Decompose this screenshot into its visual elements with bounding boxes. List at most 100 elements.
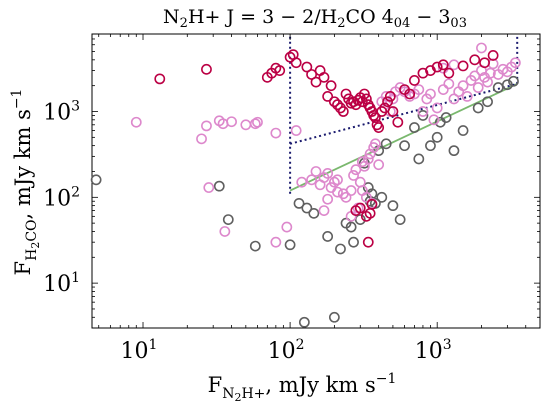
- scatter-point-series-2: [328, 176, 340, 188]
- scatter-point-series-2: [448, 59, 460, 71]
- scatter-point-series-2: [373, 159, 385, 171]
- scatter-point-series-3: [154, 73, 166, 85]
- scatter-point-series-2: [461, 90, 473, 102]
- scatter-point-series-3: [431, 61, 443, 73]
- x-tick-label: 101: [121, 337, 158, 364]
- scatter-point-series-1: [328, 311, 340, 323]
- scatter-point-series-2: [270, 236, 282, 248]
- scatter-point-series-3: [322, 90, 334, 102]
- scatter-point-series-1: [380, 138, 392, 150]
- x-tick-label: 103: [415, 337, 452, 364]
- scatter-point-series-1: [301, 202, 313, 214]
- scatter-point-series-3: [479, 57, 490, 69]
- scatter-point-series-3: [487, 50, 499, 61]
- scatter-point-series-1: [431, 131, 443, 143]
- y-tick-label: 102: [43, 184, 80, 211]
- scatter-point-series-1: [425, 140, 436, 152]
- scatter-point-series-2: [332, 174, 343, 186]
- scatter-point-series-3: [457, 60, 469, 72]
- scatter-point-series-2: [203, 182, 215, 193]
- scatter-point-series-1: [387, 200, 399, 212]
- scatter-point-series-2: [472, 82, 484, 93]
- scatter-point-series-2: [362, 153, 374, 165]
- scatter-point-series-1: [417, 110, 429, 121]
- scatter-point-series-1: [90, 174, 102, 186]
- scatter-point-series-3: [369, 112, 381, 123]
- scatter-point-series-3: [318, 71, 330, 83]
- scatter-point-series-3: [469, 54, 481, 66]
- scatter-point-series-2: [270, 127, 282, 139]
- x-tick-label: 102: [268, 337, 305, 364]
- scatter-point-series-2: [345, 185, 357, 196]
- scatter-point-series-1: [284, 239, 296, 251]
- scatter-point-series-1: [501, 79, 513, 91]
- scatter-point-series-3: [359, 88, 370, 100]
- scatter-point-series-2: [281, 221, 293, 233]
- fit-line: [289, 83, 518, 192]
- scatter-point-series-1: [354, 214, 366, 225]
- scatter-point-series-2: [348, 170, 359, 181]
- scatter-point-series-3: [301, 61, 313, 73]
- scatter-point-series-3: [274, 65, 286, 76]
- scatter-point-series-2: [201, 120, 212, 132]
- scatter-point-series-3: [284, 51, 296, 63]
- scatter-point-series-3: [325, 80, 337, 92]
- scatter-point-series-2: [252, 116, 263, 128]
- scatter-point-series-1: [213, 180, 225, 192]
- scatter-point-series-1: [348, 236, 359, 248]
- scatter-point-series-3: [382, 96, 393, 108]
- scatter-point-series-3: [362, 236, 374, 248]
- scatter-point-series-1: [482, 96, 493, 108]
- scatter-point-series-2: [476, 42, 487, 54]
- scatter-point-series-2: [457, 80, 469, 92]
- scatter-point-series-3: [310, 76, 322, 88]
- scatter-point-series-3: [360, 93, 372, 105]
- scatter-point-series-3: [443, 67, 455, 79]
- scatter-point-series-2: [437, 84, 449, 95]
- scatter-point-series-1: [472, 102, 484, 114]
- scatter-point-series-3: [290, 57, 302, 69]
- scatter-point-series-2: [219, 226, 231, 237]
- scatter-point-series-2: [360, 191, 372, 203]
- scatter-point-series-2: [310, 166, 322, 177]
- scatter-point-series-2: [484, 67, 496, 79]
- scatter-point-series-3: [364, 207, 376, 219]
- x-axis-label: F_{N₂H+}, mJy km s⁻¹FN2H+, mJy km s−1: [208, 371, 397, 404]
- scatter-point-series-3: [437, 59, 449, 71]
- scatter-point-series-2: [387, 93, 399, 105]
- scatter-point-series-1: [409, 122, 420, 133]
- scatter-point-series-2: [322, 167, 334, 179]
- scatter-point-series-2: [296, 176, 308, 188]
- scatter-point-series-3: [384, 90, 396, 102]
- scatter-point-series-1: [376, 191, 388, 203]
- scatter-point-series-1: [448, 145, 460, 157]
- scatter-point-series-2: [369, 138, 381, 150]
- scatter-point-series-1: [322, 231, 334, 242]
- scatter-point-series-2: [318, 205, 330, 217]
- scatter-point-series-3: [417, 67, 429, 79]
- scatter-point-series-2: [306, 174, 317, 186]
- scatter-point-series-3: [392, 116, 404, 128]
- scatter-point-series-2: [443, 78, 455, 90]
- scatter-point-series-1: [222, 214, 234, 225]
- scatter-point-series-1: [249, 240, 261, 252]
- scatter-point-series-3: [345, 97, 357, 109]
- scatter-point-series-2: [196, 133, 207, 145]
- scatter-point-series-2: [425, 88, 436, 100]
- scatter-point-series-2: [322, 193, 334, 205]
- scatter-point-series-3: [404, 88, 416, 100]
- scatter-point-series-2: [332, 186, 343, 198]
- scatter-point-series-1: [293, 197, 305, 209]
- scatter-point-series-1: [413, 153, 425, 165]
- scatter-point-series-2: [226, 116, 237, 128]
- scatter-point-series-2: [290, 125, 302, 136]
- scatter-point-series-3: [387, 106, 399, 117]
- scatter-point-series-3: [332, 99, 343, 111]
- scatter-point-series-2: [448, 93, 460, 105]
- scatter-point-series-2: [417, 106, 429, 117]
- plot-area: [90, 33, 541, 329]
- scatter-point-series-2: [380, 90, 392, 102]
- scatter-point-series-1: [399, 140, 410, 152]
